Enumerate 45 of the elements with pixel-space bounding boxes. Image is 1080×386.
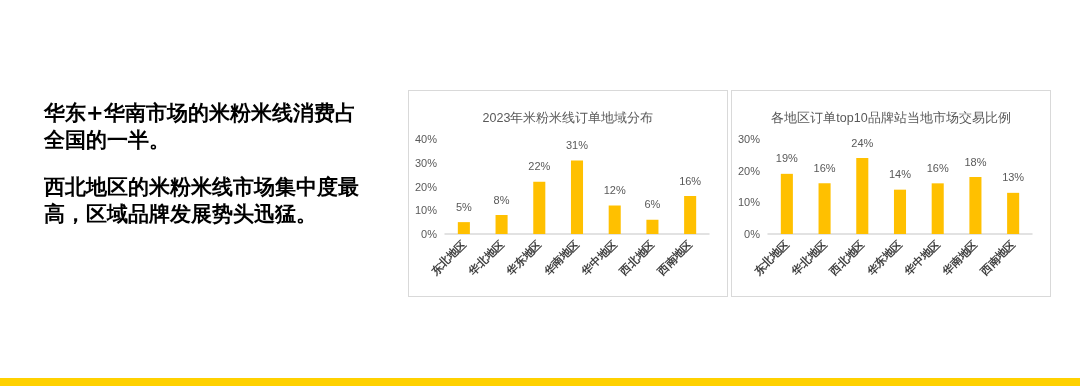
bar: [533, 181, 546, 234]
bar: [457, 222, 470, 234]
y-tick-label: 20%: [737, 164, 761, 177]
x-tick-label: 东北地区: [427, 237, 469, 279]
x-tick-label: 东北地区: [750, 237, 792, 279]
y-tick-label: 30%: [737, 133, 761, 145]
data-label: 5%: [455, 200, 473, 213]
y-tick-label: 30%: [414, 156, 438, 169]
y-tick-label: 20%: [414, 180, 438, 193]
x-tick-label: 西南地区: [654, 237, 695, 279]
data-label: 18%: [964, 155, 987, 168]
data-label: 13%: [1002, 171, 1025, 184]
bar: [780, 173, 793, 234]
text: 西北地区的米粉米线市场集中度最高，区域品牌发展势头迅猛。: [44, 174, 360, 228]
data-label: 8%: [493, 193, 510, 206]
bar: [893, 189, 907, 234]
y-tick-label: 10%: [737, 196, 761, 209]
x-tick-label: 西南地区: [977, 237, 1018, 279]
y-tick-label: 0%: [421, 228, 438, 240]
bar: [1007, 192, 1020, 234]
data-label: 31%: [565, 138, 589, 151]
data-label: 12%: [603, 184, 626, 196]
bar: [969, 177, 982, 234]
y-tick-label: 10%: [414, 204, 438, 217]
bar: [495, 215, 508, 234]
chart-title: 各地区订单top10品牌站当地市场交易比例: [771, 110, 1011, 125]
data-label: 24%: [851, 136, 874, 149]
data-label: 16%: [813, 161, 836, 174]
data-label: 19%: [775, 152, 799, 165]
text: 华东+华南市场的米粉米线消费占全国的一半。: [44, 100, 357, 154]
data-label: 14%: [888, 168, 912, 181]
data-label: 6%: [644, 198, 661, 211]
bar: [931, 183, 944, 234]
data-label: 16%: [679, 174, 702, 187]
data-label: 22%: [528, 160, 551, 173]
y-tick-label: 0%: [744, 228, 761, 240]
chart-title: 2023年米粉米线订单地域分布: [482, 111, 654, 125]
y-tick-label: 40%: [414, 133, 438, 145]
bar: [646, 219, 659, 234]
bar: [570, 160, 584, 234]
bar: [608, 205, 621, 234]
bar: [684, 196, 697, 234]
bar: [818, 183, 831, 234]
bar: [856, 158, 869, 234]
data-label: 16%: [926, 161, 949, 174]
